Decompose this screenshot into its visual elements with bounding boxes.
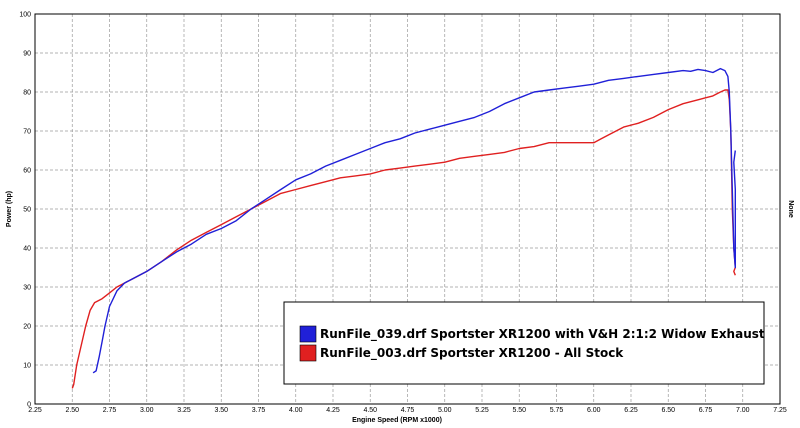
y-tick-label: 40 (23, 246, 31, 253)
legend-label-series-1: RunFile_039.drf Sportster XR1200 with V&… (320, 327, 765, 342)
x-tick-label: 4.50 (363, 407, 377, 414)
x-tick-label: 2.50 (65, 407, 79, 414)
legend-box: RunFile_039.drf Sportster XR1200 with V&… (283, 301, 765, 385)
y-tick-label: 30 (23, 285, 31, 292)
x-tick-label: 3.00 (140, 407, 154, 414)
y-tick-label: 0 (27, 402, 31, 409)
legend-background (283, 301, 765, 385)
x-tick-label: 6.00 (587, 407, 601, 414)
y-tick-label: 50 (23, 207, 31, 214)
y-tick-label: 10 (23, 363, 31, 370)
right-axis-title: None (787, 200, 794, 218)
y-tick-label: 80 (23, 90, 31, 97)
x-tick-label: 2.75 (103, 407, 117, 414)
legend-label-series-2: RunFile_003.drf Sportster XR1200 - All S… (320, 346, 624, 361)
y-tick-labels: 0 10 20 30 40 50 60 70 80 90 100 (19, 12, 31, 409)
x-tick-label: 6.25 (624, 407, 638, 414)
x-tick-label: 3.25 (177, 407, 191, 414)
series-layer (71, 67, 736, 389)
x-tick-label: 3.50 (214, 407, 228, 414)
x-tick-label: 5.00 (438, 407, 452, 414)
x-tick-label: 7.25 (773, 407, 787, 414)
x-tick-label: 4.00 (289, 407, 303, 414)
y-axis-title: Power (hp) (6, 191, 13, 227)
legend-swatch-blue (299, 325, 317, 343)
x-tick-labels: 2.25 2.50 2.75 3.00 3.25 3.50 3.75 4.00 4.25 4.50… (28, 407, 787, 414)
x-axis-title: Engine Speed (RPM x1000) (352, 417, 442, 424)
x-tick-label: 4.25 (326, 407, 340, 414)
legend-swatch-red (299, 344, 317, 362)
y-tick-label: 90 (23, 51, 31, 58)
series-line-1 (92, 67, 736, 374)
x-tick-label: 5.25 (475, 407, 489, 414)
plot-border (34, 13, 781, 405)
y-tick-label: 70 (23, 129, 31, 136)
y-tick-label: 100 (19, 12, 31, 19)
x-tick-label: 4.75 (401, 407, 415, 414)
x-tick-label: 7.00 (736, 407, 750, 414)
x-tick-label: 5.50 (512, 407, 526, 414)
x-tick-label: 3.75 (252, 407, 266, 414)
x-tick-label: 6.50 (661, 407, 675, 414)
x-tick-label: 6.75 (699, 407, 713, 414)
y-tick-label: 60 (23, 168, 31, 175)
x-tick-label: 2.25 (28, 407, 42, 414)
x-tick-label: 5.75 (550, 407, 564, 414)
y-tick-label: 20 (23, 324, 31, 331)
